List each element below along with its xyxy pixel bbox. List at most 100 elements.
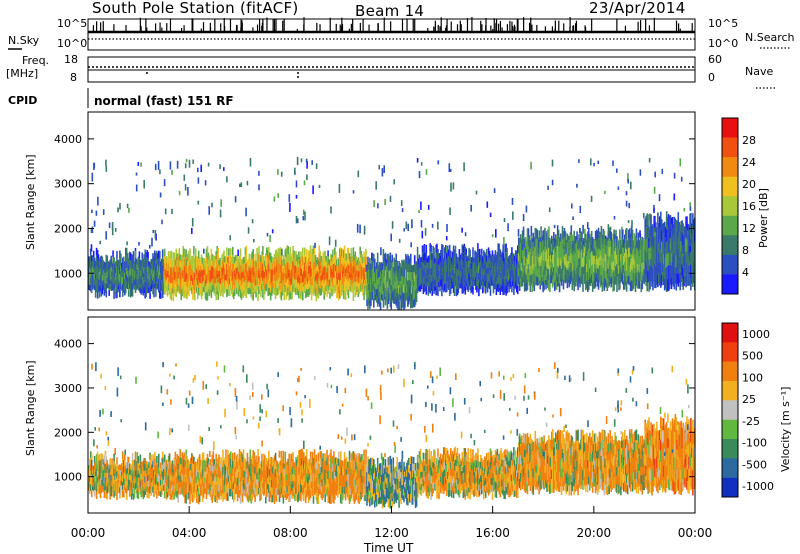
power-cell [340,264,343,272]
power-scatter-point [226,176,228,183]
power-cell [525,282,528,292]
power-cell [88,267,90,274]
power-cell [367,265,369,275]
power-cell [273,253,276,261]
power-cell [517,245,519,254]
power-cell [636,272,639,280]
power-cell [124,278,126,284]
power-cell [448,270,451,279]
power-cell [327,267,329,275]
power-cell [192,277,194,286]
power-cell [446,274,449,282]
power-cell [200,284,203,292]
power-cell [108,279,110,285]
power-cell [259,285,261,291]
power-cell [214,256,217,263]
velocity-cell [191,469,193,478]
power-scatter-point [157,160,160,170]
velocity-cell [111,480,113,486]
velocity-cell [198,486,201,495]
power-cell [536,248,538,258]
power-cell [403,259,405,268]
power-cell [579,267,581,278]
velocity-cell [102,475,105,481]
power-cell [369,291,371,301]
velocity-cell [182,455,184,462]
power-cell [164,269,167,276]
power-cell [417,269,420,275]
velocity-cell [224,478,226,485]
power-cell [356,265,359,271]
power-cell [626,262,629,270]
power-cell [256,276,258,284]
velocity-cell [95,461,98,470]
power-cell [569,275,572,285]
power-cell [311,271,314,279]
power-cell [589,277,592,287]
velocity-cell [218,477,220,485]
power-cell [459,271,462,278]
velocity-cell [229,467,231,475]
power-cell [691,273,693,284]
power-cell [119,250,121,259]
power-cell [90,274,93,281]
power-scatter-point [522,214,525,221]
power-cell [273,281,276,288]
power-cell [647,259,649,272]
power-cell [558,283,561,293]
velocity-cell [107,473,110,479]
power-cell [94,266,97,274]
power-cell [490,270,493,276]
power-cell [689,225,691,238]
velocity-cell [88,486,90,491]
power-cell [582,240,584,250]
power-scatter-point [288,194,291,203]
velocity-cell [125,468,128,475]
velocity-cell [126,485,129,491]
power-cell [623,239,625,248]
power-cell [663,267,666,279]
power-cell [291,261,293,269]
velocity-cell [98,473,101,481]
power-cell [569,258,572,267]
velocity-cell [187,479,189,487]
velocity-cell [107,464,110,469]
velocity-cell [142,460,145,468]
power-cell [229,271,231,278]
power-cell [306,266,309,273]
power-cell [542,230,544,241]
power-cell [302,265,304,274]
velocity-cell [210,464,213,471]
power-cell [186,259,188,266]
power-cell [635,266,638,277]
velocity-cell [89,464,91,471]
power-cell [188,258,190,266]
power-cell [348,271,351,278]
power-cell [380,287,383,294]
velocity-cell [237,465,240,472]
power-cell [472,263,474,271]
power-cell [252,292,254,301]
power-cell [256,283,258,291]
power-cell [400,266,402,274]
power-scatter-point [229,235,231,241]
power-cell [670,241,673,254]
velocity-cell [134,470,137,477]
power-cell [418,266,421,274]
power-cell [384,270,387,280]
power-scatter-point [630,181,632,190]
power-cell [132,263,135,270]
power-cell [636,264,639,273]
power-cell [305,265,308,274]
power-cell [559,241,562,250]
power-cell [128,270,131,277]
power-cell [143,286,145,293]
power-cell [347,256,350,265]
power-cell [317,285,320,292]
velocity-cell [144,470,146,477]
power-cell [397,280,399,289]
power-cell [502,269,504,279]
power-scatter-point [117,207,119,213]
velocity-cell [233,491,236,500]
power-cell [573,271,575,282]
